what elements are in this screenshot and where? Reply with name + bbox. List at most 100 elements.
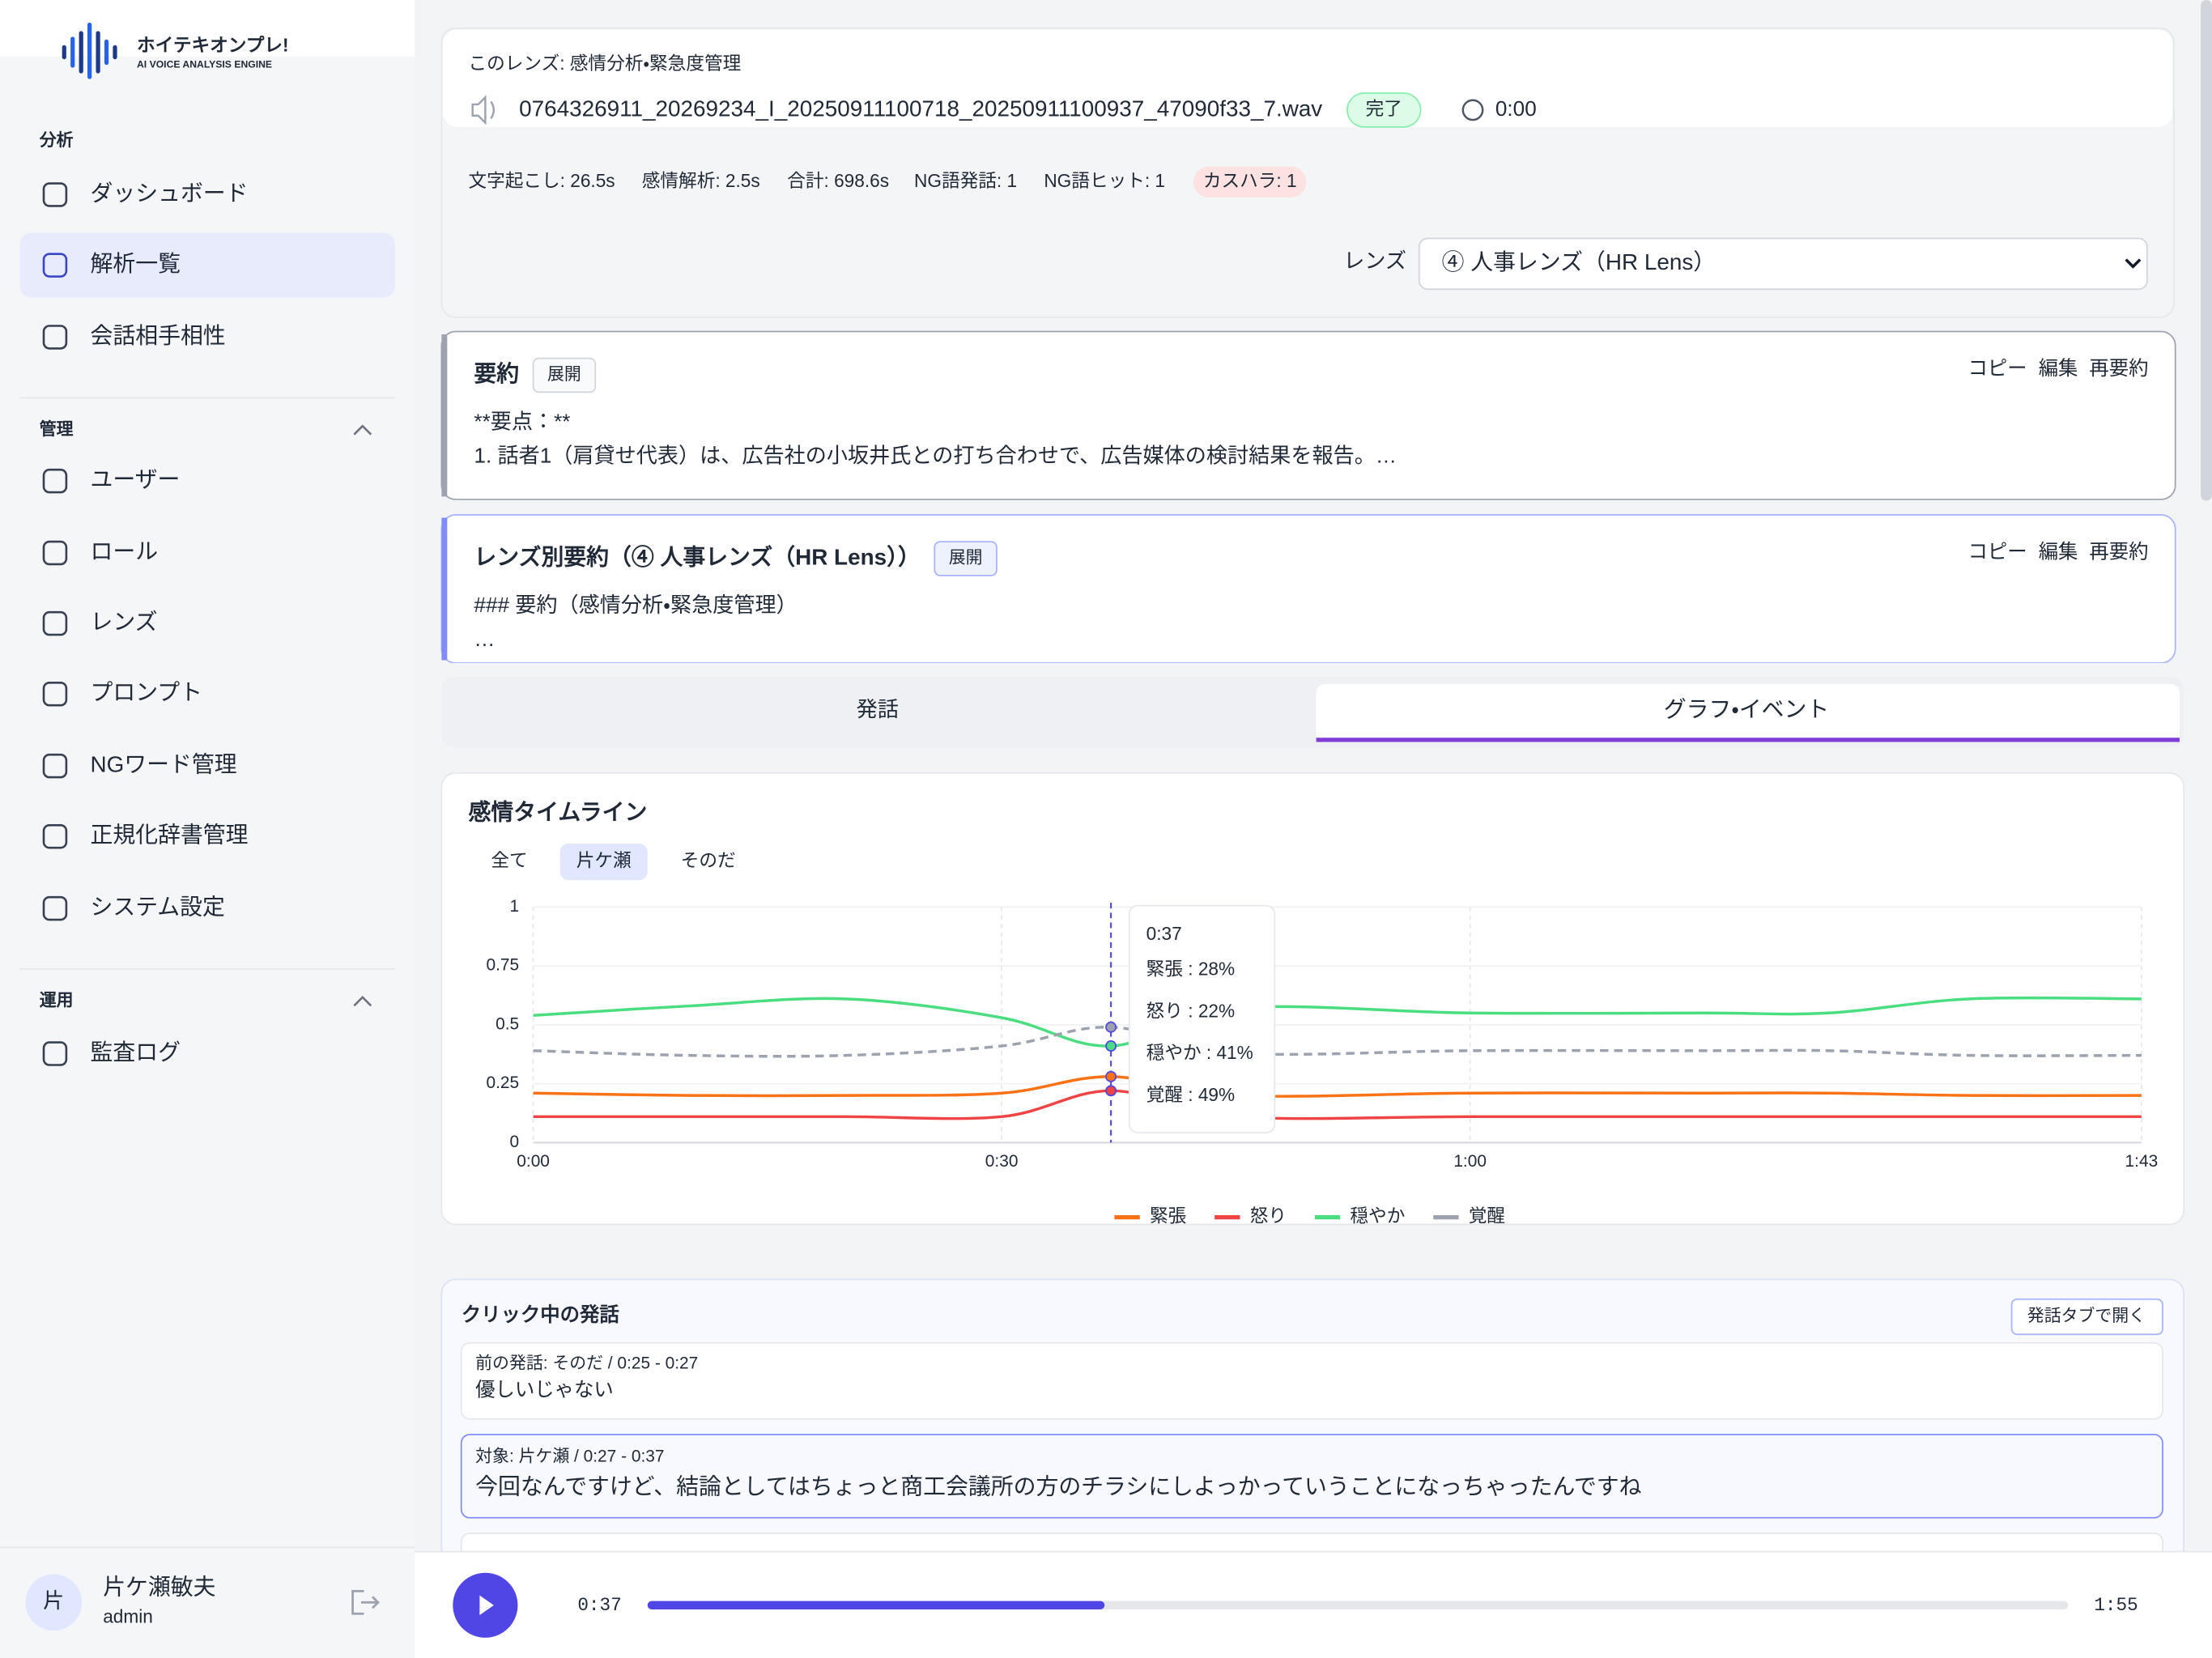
clock-icon <box>1461 99 1484 121</box>
cursor-dot <box>1105 1040 1117 1052</box>
collapse-chevron[interactable] <box>353 996 372 1007</box>
ng-stat: NG語発話: 1 <box>914 170 1017 191</box>
cursor-dot <box>1105 1070 1117 1082</box>
kasuhara: カスハラ: 1 <box>1203 170 1297 191</box>
tooltip-item: 穏やか : 41% <box>1146 1042 1253 1063</box>
x-tick-label: 0:00 <box>517 1152 550 1171</box>
tab[interactable]: 発話 <box>857 697 899 721</box>
expand-label[interactable]: 展開 <box>547 365 581 384</box>
current-time: 0:37 <box>577 1595 621 1616</box>
nav-item[interactable]: 解析一覧 <box>91 251 181 276</box>
collapse-chevron[interactable] <box>353 424 372 436</box>
nav-item[interactable]: プロンプト <box>91 680 202 705</box>
lens-select[interactable] <box>1418 237 2148 291</box>
select-chevron <box>2125 258 2142 269</box>
section-label: 分析 <box>39 130 74 150</box>
nav-icon <box>42 253 68 278</box>
chart-card <box>440 772 2185 1226</box>
card-action[interactable]: コピー <box>1968 358 2027 380</box>
nav-icon <box>42 682 68 707</box>
nav-icon <box>42 325 68 350</box>
speaker-filter[interactable]: そのだ <box>681 850 736 871</box>
nav-item[interactable]: ユーザー <box>91 467 181 492</box>
expand-label[interactable]: 展開 <box>949 549 983 568</box>
logo-bar <box>113 45 117 60</box>
user-name: 片ケ瀬敏夫 <box>103 1574 215 1599</box>
status: 完了 <box>1366 98 1402 119</box>
logo-area <box>0 0 415 57</box>
progress-fill <box>647 1601 1105 1610</box>
filename: 0764326911_20269234_I_20250911100718_202… <box>519 96 1322 121</box>
logo-title: ホイテキオンプレ! <box>137 35 289 56</box>
nav-icon <box>42 1041 68 1066</box>
card-title: レンズ別要約（④ 人事レンズ（HR Lens）） <box>474 543 920 569</box>
card-title: 要約 <box>474 361 519 386</box>
utterance[interactable] <box>460 1434 2163 1519</box>
utterance[interactable] <box>460 1341 2163 1420</box>
lens-value: ④ 人事レンズ（HR Lens） <box>1442 249 1716 274</box>
tooltip-time: 0:37 <box>1146 923 1182 944</box>
y-tick-label: 1 <box>510 897 520 916</box>
logo-bar <box>62 45 66 60</box>
utterance-meta: 前の発話: そのだ / 0:25 - 0:27 <box>475 1354 698 1372</box>
speaker-filter[interactable]: 全て <box>491 850 527 871</box>
utterance-panel <box>440 1278 2185 1562</box>
series-line <box>533 1089 2142 1120</box>
card-action[interactable]: 再要約 <box>2089 358 2148 380</box>
status-badge <box>1346 92 1422 128</box>
nav-item[interactable]: レンズ <box>91 609 158 634</box>
legend-label[interactable]: 覚醒 <box>1469 1205 1505 1226</box>
card-line: 1. 話者1（肩貸せ代表）は、広告社の小坂井氏との打ち合わせで、広告媒体の検討結… <box>474 443 1397 467</box>
card-cut <box>440 662 2185 678</box>
expand-button[interactable] <box>934 541 998 576</box>
card-accent <box>441 334 448 497</box>
nav-item[interactable]: 会話相手相性 <box>91 323 226 348</box>
expand-button[interactable] <box>532 357 597 393</box>
nav-item[interactable]: 正規化辞書管理 <box>91 823 249 848</box>
logout-icon[interactable] <box>351 1589 380 1615</box>
legend-label[interactable]: 怒り <box>1250 1205 1287 1226</box>
nav-item[interactable]: ダッシュボード <box>91 181 249 206</box>
nav-item[interactable]: 監査ログ <box>91 1039 181 1065</box>
tooltip <box>1128 904 1276 1133</box>
header-top <box>443 29 2173 127</box>
tab[interactable]: グラフ・イベント <box>1664 697 1830 722</box>
nav-icon <box>42 895 68 921</box>
tab-underline <box>1316 738 2180 742</box>
y-tick-label: 0.5 <box>496 1014 519 1033</box>
nav-icon <box>42 753 68 779</box>
legend-label[interactable]: 緊張 <box>1150 1205 1187 1226</box>
speaker-filter[interactable]: 片ケ瀬 <box>576 850 632 871</box>
section-label: 運用 <box>40 992 74 1010</box>
tooltip-item: 緊張 : 28% <box>1146 959 1235 980</box>
nav-item[interactable]: システム設定 <box>91 894 225 919</box>
card-action[interactable]: 再要約 <box>2089 541 2148 563</box>
ng-stat: NG語ヒット: 1 <box>1044 170 1165 191</box>
nav-icon <box>42 182 68 207</box>
y-tick-label: 0.75 <box>487 956 520 975</box>
legend-label[interactable]: 穏やか <box>1350 1205 1405 1226</box>
card-action[interactable]: 編集 <box>2039 541 2078 563</box>
kasuhara-badge <box>1193 166 1307 198</box>
open-button[interactable] <box>2010 1298 2163 1336</box>
nav-item[interactable]: NGワード管理 <box>91 751 237 776</box>
card-action[interactable]: 編集 <box>2039 358 2078 380</box>
nav-active-bg <box>19 232 395 298</box>
nav-item[interactable]: ロール <box>91 538 159 563</box>
avatar <box>25 1574 83 1631</box>
tab-active-bg[interactable] <box>1316 684 2180 742</box>
nav-icon <box>42 468 68 494</box>
logo-bar <box>104 39 109 66</box>
card-action[interactable]: コピー <box>1968 541 2027 563</box>
user-role: admin <box>103 1605 153 1626</box>
chart-title: 感情タイムライン <box>468 800 647 825</box>
logo-bar <box>87 22 92 79</box>
lens-note: このレンズ: 感情分析・緊急度管理 <box>468 53 741 74</box>
nav-icon <box>42 610 68 636</box>
tooltip-item: 覚醒 : 49% <box>1146 1084 1235 1105</box>
time: 0:00 <box>1495 96 1537 121</box>
section-label: 管理 <box>40 419 74 439</box>
open-button-label[interactable]: 発話タブで開く <box>2027 1307 2146 1325</box>
nav-icon <box>42 823 68 849</box>
